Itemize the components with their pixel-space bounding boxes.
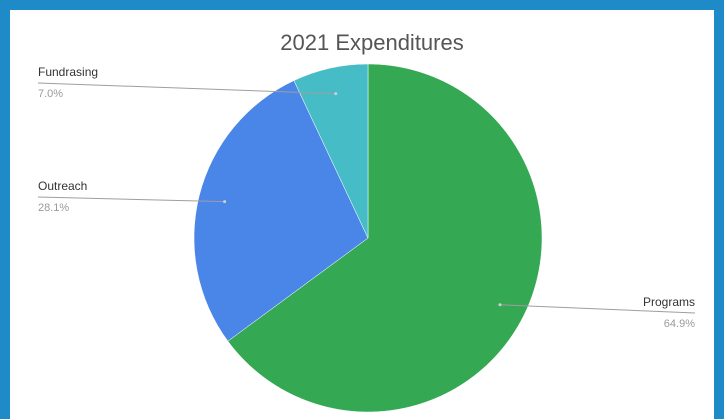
- leader-dot-programs: [498, 303, 502, 307]
- leader-dot-fundrasing: [334, 92, 338, 96]
- slice-label-fundrasing: Fundrasing: [38, 65, 98, 79]
- leader-line-fundrasing: [37, 82, 336, 95]
- slice-value-programs: 64.9%: [664, 318, 695, 330]
- slice-value-fundrasing: 7.0%: [38, 88, 63, 100]
- pie-slice-programs: [227, 63, 543, 413]
- leader-line-outreach: [37, 196, 225, 203]
- leader-dot-outreach: [223, 200, 227, 204]
- slice-label-programs: Programs: [643, 295, 695, 309]
- slice-value-outreach: 28.1%: [38, 202, 69, 214]
- pie-slice-fundrasing: [293, 63, 369, 239]
- chart-title: 2021 Expenditures: [280, 30, 464, 55]
- leader-line-programs: [499, 304, 696, 314]
- slice-label-outreach: Outreach: [38, 179, 87, 193]
